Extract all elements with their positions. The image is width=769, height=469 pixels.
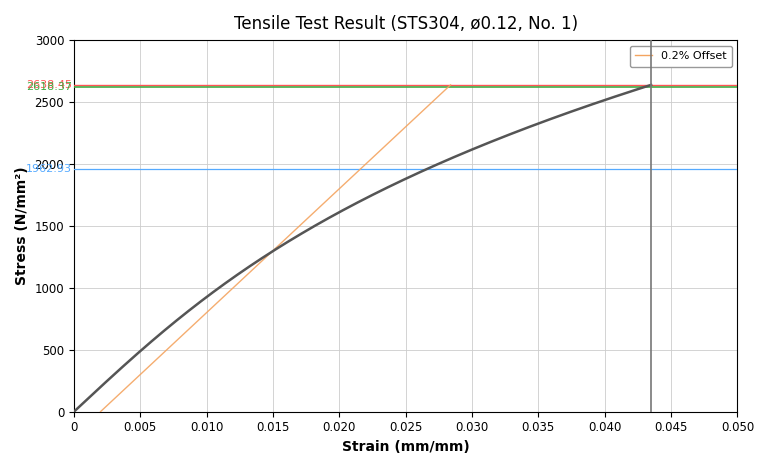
Text: 1962.93: 1962.93: [26, 164, 72, 174]
Legend: 0.2% Offset: 0.2% Offset: [630, 45, 732, 67]
X-axis label: Strain (mm/mm): Strain (mm/mm): [341, 440, 470, 454]
Title: Tensile Test Result (STS304, ø0.12, No. 1): Tensile Test Result (STS304, ø0.12, No. …: [234, 15, 578, 33]
Text: 2638.45: 2638.45: [26, 80, 72, 90]
Text: 2618.37: 2618.37: [26, 83, 72, 92]
Y-axis label: Stress (N/mm²): Stress (N/mm²): [15, 166, 29, 285]
